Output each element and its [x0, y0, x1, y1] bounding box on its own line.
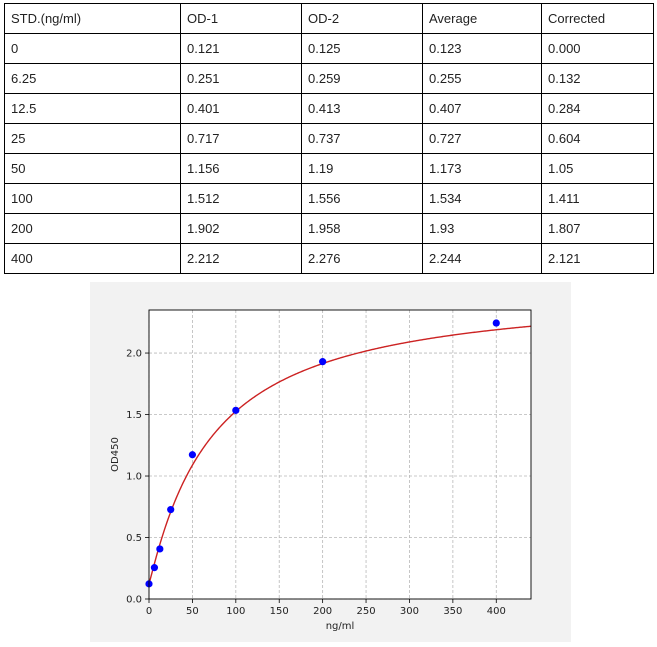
data-point [188, 451, 197, 459]
table-cell: 2.276 [301, 243, 423, 274]
table-row: 50 1.156 1.19 1.173 1.05 [4, 153, 654, 184]
standard-curve-chart: 0 50 100 150 200 250 300 350 400 0.0 0.5 1.0 1.5 2.0 n… [110, 309, 532, 632]
table-cell: 1.93 [422, 213, 542, 244]
x-tick-label: 250 [356, 606, 375, 617]
table-cell: 0.413 [301, 93, 423, 124]
table-header-row: STD.(ng/ml) OD-1 OD-2 Average Corrected [4, 3, 654, 34]
table-cell: 0.737 [301, 123, 423, 154]
table-cell: 1.556 [301, 183, 423, 214]
x-tick-label: 200 [313, 606, 332, 617]
plot-frame [148, 309, 532, 600]
data-point [156, 545, 164, 553]
data-point [319, 358, 327, 366]
table-header-cell: Average [422, 3, 542, 34]
table-cell: 2.212 [180, 243, 302, 274]
table-cell: 1.05 [541, 153, 654, 184]
table-cell: 0 [4, 33, 181, 64]
y-tick-label: 1.5 [126, 410, 142, 421]
table-cell: 1.173 [422, 153, 542, 184]
table-row: 6.25 0.251 0.259 0.255 0.132 [4, 63, 654, 94]
standard-table: STD.(ng/ml) OD-1 OD-2 Average Corrected 0 0.12… [4, 3, 654, 274]
table-cell: 0.125 [301, 33, 423, 64]
x-tick-label: 100 [226, 606, 245, 617]
x-axis-label: ng/ml [326, 621, 355, 632]
table-header-cell: Corrected [541, 3, 654, 34]
table-cell: 12.5 [4, 93, 181, 124]
x-tick-label: 350 [443, 606, 462, 617]
x-tick-label: 0 [146, 606, 152, 617]
data-point [492, 319, 500, 327]
y-tick-label: 0.5 [126, 533, 142, 544]
table-cell: 0.123 [422, 33, 542, 64]
x-tick-label: 50 [186, 606, 199, 617]
table-cell: 0.121 [180, 33, 302, 64]
x-tick-label: 300 [400, 606, 419, 617]
table-cell: 2.244 [422, 243, 542, 274]
table-cell: 0.401 [180, 93, 302, 124]
table-cell: 200 [4, 213, 181, 244]
table-cell: 2.121 [541, 243, 654, 274]
data-point [232, 406, 240, 414]
table-cell: 1.902 [180, 213, 302, 244]
table-row: 100 1.512 1.556 1.534 1.411 [4, 183, 654, 214]
table-cell: 0.000 [541, 33, 654, 64]
data-point [167, 505, 175, 514]
table-cell: 0.132 [541, 63, 654, 94]
table-cell: 1.411 [541, 183, 654, 214]
y-axis-label: OD450 [110, 437, 121, 472]
table-cell: 0.727 [422, 123, 542, 154]
table-row: 12.5 0.401 0.413 0.407 0.284 [4, 93, 654, 124]
data-point [150, 564, 159, 572]
x-tick-label: 400 [487, 606, 506, 617]
y-tick-label: 0.0 [126, 595, 142, 606]
table-cell: 0.717 [180, 123, 302, 154]
table-cell: 0.604 [541, 123, 654, 154]
table-cell: 6.25 [4, 63, 181, 94]
fit-curve [148, 325, 532, 585]
table-cell: 1.807 [541, 213, 654, 244]
table-cell: 25 [4, 123, 181, 154]
y-tick-label: 1.0 [126, 472, 142, 483]
table-cell: 400 [4, 243, 181, 274]
table-cell: 0.255 [422, 63, 542, 94]
table-header-cell: OD-1 [180, 3, 302, 34]
table-row: 25 0.717 0.737 0.727 0.604 [4, 123, 654, 154]
table-row: 0 0.121 0.125 0.123 0.000 [4, 33, 654, 64]
table-cell: 100 [4, 183, 181, 214]
table-header-cell: STD.(ng/ml) [4, 3, 181, 34]
table-cell: 1.156 [180, 153, 302, 184]
table-header-cell: OD-2 [301, 3, 423, 34]
table-cell: 50 [4, 153, 181, 184]
table-cell: 0.284 [541, 93, 654, 124]
table-cell: 0.407 [422, 93, 542, 124]
table-cell: 1.534 [422, 183, 542, 214]
table-cell: 1.19 [301, 153, 423, 184]
table-cell: 1.958 [301, 213, 423, 244]
table-cell: 0.251 [180, 63, 302, 94]
table-row: 200 1.902 1.958 1.93 1.807 [4, 213, 654, 244]
table-cell: 0.259 [301, 63, 423, 94]
table-cell: 1.512 [180, 183, 302, 214]
table-row: 400 2.212 2.276 2.244 2.121 [4, 243, 654, 274]
y-tick-label: 2.0 [126, 349, 142, 360]
chart-figure: 0 50 100 150 200 250 300 350 400 0.0 0.5 1.0 1.5 2.0 n… [90, 282, 571, 642]
x-tick-label: 150 [270, 606, 289, 617]
